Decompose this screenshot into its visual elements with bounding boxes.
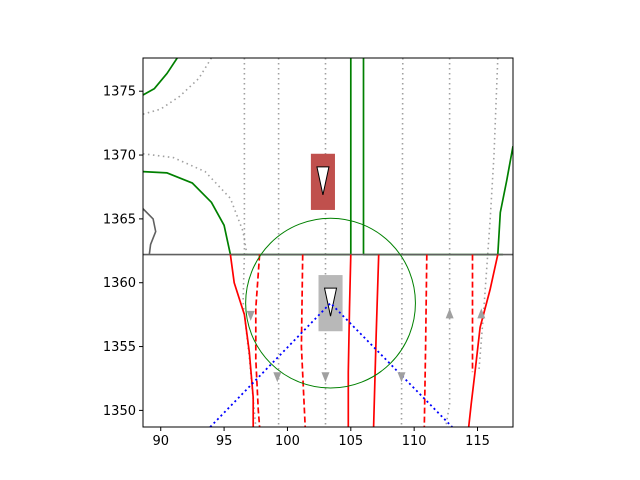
direction-arrow-icon-4 xyxy=(445,308,454,319)
lane-boundary-dashed-0 xyxy=(254,254,261,427)
lane-boundary-dashed-2 xyxy=(423,254,428,427)
x-tick-label-1: 95 xyxy=(216,434,233,449)
x-tick-label-2: 100 xyxy=(275,434,300,449)
y-tick-label-0: 1350 xyxy=(103,404,136,419)
centerline-1 xyxy=(143,153,248,255)
road-edge-4 xyxy=(496,145,513,255)
plot-area xyxy=(143,58,513,427)
lane-boundary-solid-3 xyxy=(467,254,499,427)
centerline-5 xyxy=(400,58,404,427)
axes-frame xyxy=(142,57,514,428)
lane-boundary-solid-2 xyxy=(372,254,380,427)
range-circle xyxy=(245,217,416,389)
ego-vehicle-heading-icon xyxy=(323,287,338,317)
centerline-7 xyxy=(478,58,499,373)
y-tick-label-1: 1355 xyxy=(103,340,136,355)
x-tick-label-5: 115 xyxy=(465,434,490,449)
curb-line xyxy=(143,208,157,255)
axis-ticks: 90 95 100 105 110 115 1350 1355 1360 1365 1370 1375 xyxy=(103,85,490,449)
road-edge-3 xyxy=(362,58,503,256)
centerline-0 xyxy=(143,58,213,115)
y-tick-label-5: 1375 xyxy=(103,85,136,100)
direction-arrow-icon-3 xyxy=(397,372,406,383)
y-tick-label-2: 1360 xyxy=(103,276,136,291)
direction-arrow-icon-2 xyxy=(321,372,330,383)
lane-boundary-solid-1 xyxy=(347,254,352,427)
centerline-6 xyxy=(445,58,451,427)
direction-arrow-icon-0 xyxy=(246,310,255,321)
x-tick-label-3: 105 xyxy=(338,434,363,449)
x-tick-label-4: 110 xyxy=(402,434,427,449)
road-edge-0 xyxy=(143,58,178,96)
lane-boundary-solid-0 xyxy=(229,254,255,427)
direction-arrow-icon-5 xyxy=(477,308,486,319)
agent-vehicle-heading-icon xyxy=(316,166,330,195)
y-tick-label-4: 1370 xyxy=(103,149,136,164)
road-edge-1 xyxy=(143,170,232,255)
direction-arrow-icon-1 xyxy=(273,372,282,383)
centerline-2 xyxy=(242,58,257,427)
x-tick-label-0: 90 xyxy=(152,434,169,449)
lane-boundary-dashed-1 xyxy=(300,254,307,427)
y-tick-label-3: 1365 xyxy=(103,212,136,227)
